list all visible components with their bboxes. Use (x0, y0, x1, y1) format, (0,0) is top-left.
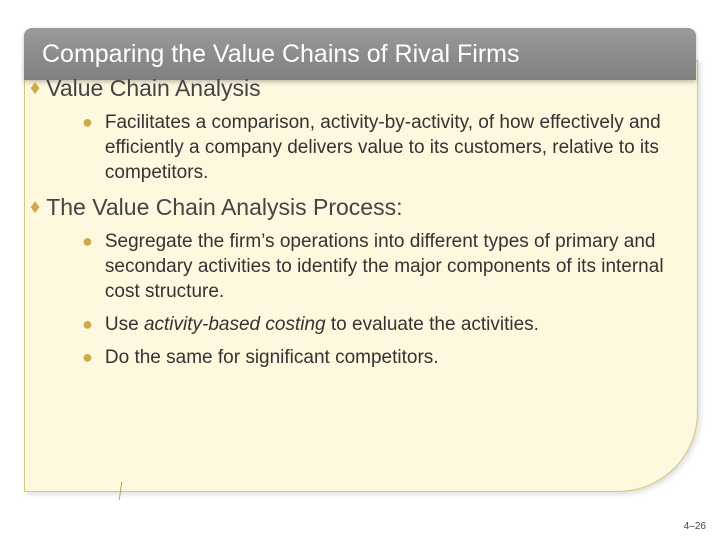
list-item: ● Facilitates a comparison, activity-by-… (82, 110, 678, 185)
lvl1-heading: Value Chain Analysis (46, 74, 260, 102)
lvl2-text: Use activity-based costing to evaluate t… (105, 312, 539, 337)
dot-bullet-icon: ● (82, 345, 93, 370)
slide-title: Comparing the Value Chains of Rival Firm… (42, 40, 520, 69)
dot-bullet-icon: ● (82, 312, 93, 337)
lvl2-text: Facilitates a comparison, activity-by-ac… (105, 110, 665, 185)
lvl2-text: Do the same for significant competitors. (105, 345, 439, 370)
lvl2-text: Segregate the firm’s operations into dif… (105, 229, 665, 304)
list-item: ♦ The Value Chain Analysis Process: (30, 193, 678, 221)
slide: Comparing the Value Chains of Rival Firm… (0, 0, 720, 540)
diamond-bullet-icon: ♦ (30, 74, 40, 102)
text-suffix: to evaluate the activities. (326, 314, 539, 335)
text-prefix: Use (105, 314, 144, 335)
diamond-bullet-icon: ♦ (30, 193, 40, 221)
slide-number: 4–26 (684, 521, 706, 532)
slide-body: ♦ Value Chain Analysis ● Facilitates a c… (30, 70, 678, 378)
list-item: ● Use activity-based costing to evaluate… (82, 312, 678, 337)
list-item: ● Do the same for significant competitor… (82, 345, 678, 370)
dot-bullet-icon: ● (82, 110, 93, 135)
dot-bullet-icon: ● (82, 229, 93, 254)
list-item: ♦ Value Chain Analysis (30, 74, 678, 102)
list-item: ● Segregate the firm’s operations into d… (82, 229, 678, 304)
italic-term: activity-based costing (144, 314, 326, 335)
lvl1-heading: The Value Chain Analysis Process: (46, 193, 402, 221)
